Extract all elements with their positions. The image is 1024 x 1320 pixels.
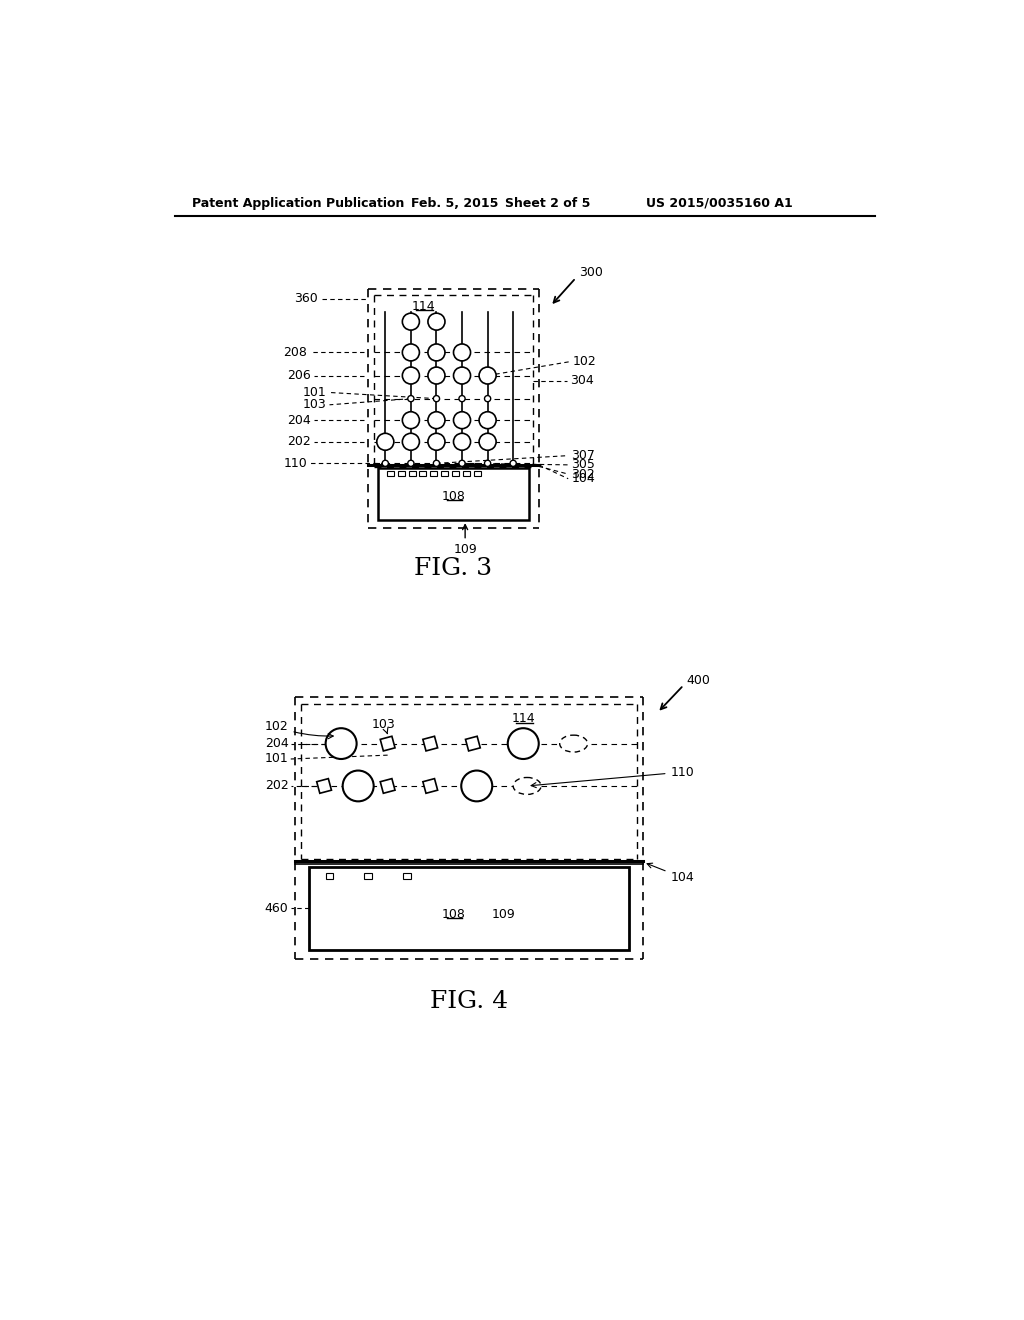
- Circle shape: [459, 461, 465, 466]
- Bar: [387, 471, 394, 477]
- Text: 101: 101: [264, 752, 289, 766]
- Circle shape: [508, 729, 539, 759]
- Bar: [403, 873, 411, 879]
- Circle shape: [402, 412, 420, 429]
- Ellipse shape: [560, 735, 588, 752]
- Bar: [430, 471, 437, 477]
- Text: 103: 103: [303, 399, 327, 412]
- Text: Feb. 5, 2015: Feb. 5, 2015: [411, 197, 499, 210]
- Circle shape: [459, 396, 465, 401]
- Text: 360: 360: [294, 292, 317, 305]
- Circle shape: [433, 396, 439, 401]
- Bar: [397, 471, 404, 477]
- Circle shape: [454, 433, 471, 450]
- Circle shape: [428, 433, 445, 450]
- Text: 109: 109: [492, 908, 516, 921]
- Text: 208: 208: [284, 346, 307, 359]
- Text: 202: 202: [287, 436, 311, 449]
- Text: 109: 109: [454, 524, 477, 557]
- Text: 202: 202: [264, 779, 289, 792]
- Circle shape: [428, 313, 445, 330]
- Text: 400: 400: [686, 675, 710, 686]
- Text: 114: 114: [412, 300, 435, 313]
- Text: 103: 103: [372, 718, 396, 734]
- Circle shape: [402, 367, 420, 384]
- Text: 108: 108: [441, 908, 466, 921]
- Text: 302: 302: [571, 467, 595, 480]
- Polygon shape: [380, 779, 395, 793]
- Bar: [463, 471, 470, 477]
- Text: 108: 108: [441, 490, 466, 503]
- Bar: [308, 867, 630, 950]
- Bar: [452, 471, 459, 477]
- Circle shape: [479, 412, 496, 429]
- Text: 307: 307: [571, 449, 595, 462]
- Text: 206: 206: [287, 370, 311, 381]
- Circle shape: [454, 367, 471, 384]
- Polygon shape: [423, 779, 437, 793]
- Text: 304: 304: [569, 375, 594, 388]
- Circle shape: [479, 433, 496, 450]
- Bar: [420, 471, 426, 477]
- Circle shape: [479, 367, 496, 384]
- Circle shape: [461, 771, 493, 801]
- Text: 305: 305: [571, 458, 595, 471]
- Text: 102: 102: [264, 721, 333, 739]
- Circle shape: [402, 433, 420, 450]
- Circle shape: [402, 313, 420, 330]
- Circle shape: [408, 396, 414, 401]
- Text: 114: 114: [511, 713, 536, 726]
- Circle shape: [382, 461, 388, 466]
- Bar: [409, 471, 416, 477]
- Circle shape: [377, 433, 394, 450]
- Circle shape: [484, 396, 490, 401]
- Circle shape: [454, 412, 471, 429]
- Circle shape: [484, 461, 490, 466]
- Circle shape: [454, 345, 471, 360]
- Text: 110: 110: [284, 457, 307, 470]
- Circle shape: [428, 345, 445, 360]
- Circle shape: [428, 412, 445, 429]
- Text: Sheet 2 of 5: Sheet 2 of 5: [506, 197, 591, 210]
- Circle shape: [433, 461, 439, 466]
- Text: FIG. 4: FIG. 4: [430, 990, 508, 1012]
- Text: FIG. 3: FIG. 3: [415, 557, 493, 579]
- Circle shape: [343, 771, 374, 801]
- Polygon shape: [316, 779, 332, 793]
- Text: 204: 204: [287, 413, 311, 426]
- Text: Patent Application Publication: Patent Application Publication: [191, 197, 403, 210]
- Ellipse shape: [513, 777, 541, 795]
- Circle shape: [402, 345, 420, 360]
- Polygon shape: [380, 737, 395, 751]
- Text: 460: 460: [264, 902, 289, 915]
- Text: 204: 204: [264, 737, 289, 750]
- Circle shape: [326, 729, 356, 759]
- Circle shape: [510, 461, 516, 466]
- Polygon shape: [466, 737, 480, 751]
- Text: 102: 102: [572, 355, 597, 368]
- Text: 104: 104: [647, 863, 694, 884]
- Bar: [326, 873, 334, 879]
- Polygon shape: [423, 737, 437, 751]
- Text: 104: 104: [571, 473, 595, 486]
- Bar: [365, 873, 372, 879]
- Text: 300: 300: [579, 265, 603, 279]
- Bar: [378, 469, 529, 520]
- Text: 110: 110: [531, 766, 694, 788]
- Text: 101: 101: [303, 385, 327, 399]
- Bar: [441, 471, 449, 477]
- Text: US 2015/0035160 A1: US 2015/0035160 A1: [646, 197, 793, 210]
- Bar: [474, 471, 480, 477]
- Circle shape: [408, 461, 414, 466]
- Circle shape: [428, 367, 445, 384]
